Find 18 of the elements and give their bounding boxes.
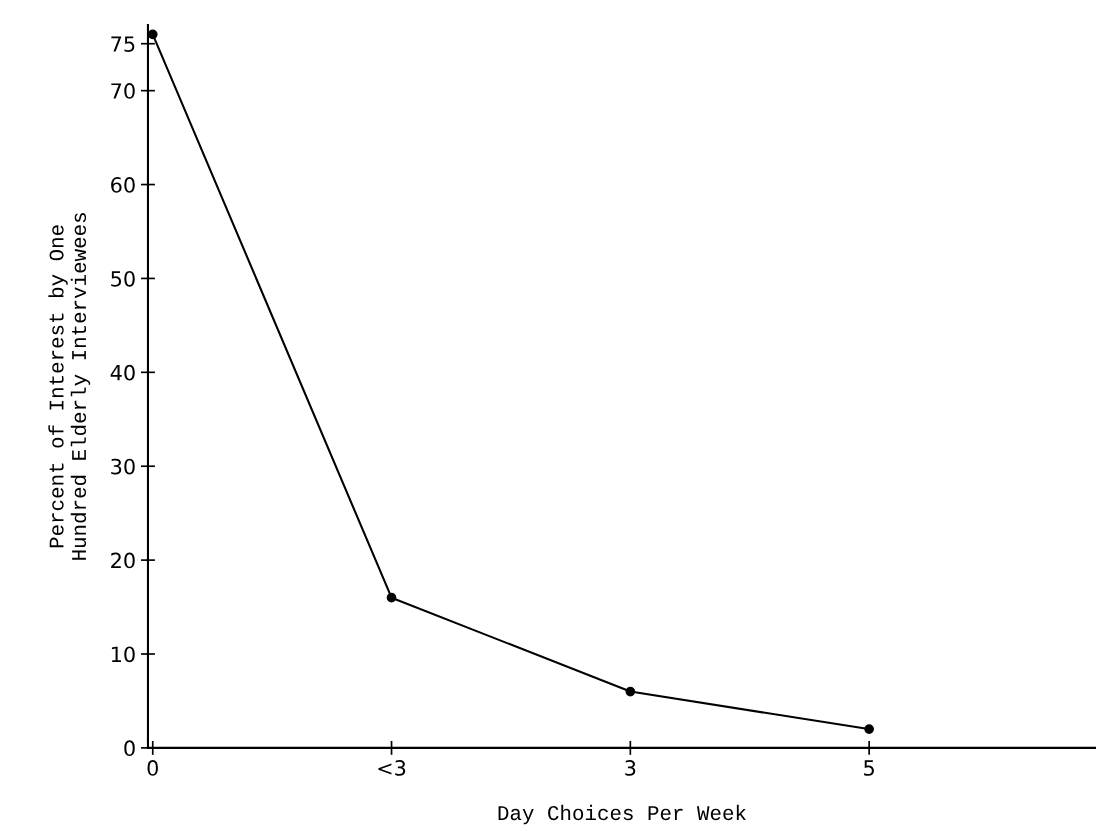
y-tick-label: 60 — [111, 177, 135, 193]
point — [864, 724, 875, 734]
y-tick-label: 10 — [111, 646, 135, 663]
y-tick-label: 70 — [111, 83, 135, 99]
x-tick-label: 0 — [147, 760, 158, 776]
y-axis-title: Percent of Interest by One Hundred Elderly Interviewees — [48, 213, 91, 560]
y-tick-label: 40 — [110, 364, 135, 381]
y-tick-label: 30 — [111, 458, 135, 475]
x-tick-label: <3 — [378, 760, 406, 776]
y-tick-label: 50 — [111, 270, 135, 287]
x-tick-label: 5 — [864, 760, 874, 776]
y-tick-label: 75 — [111, 36, 135, 52]
point — [386, 592, 397, 603]
x-tick-label: 3 — [625, 760, 636, 776]
point — [625, 686, 636, 697]
y-tick-label: 0 — [124, 740, 135, 757]
y-tick-label: 20 — [111, 552, 135, 569]
x-axis-title: Day Choices Per Week — [498, 804, 746, 825]
